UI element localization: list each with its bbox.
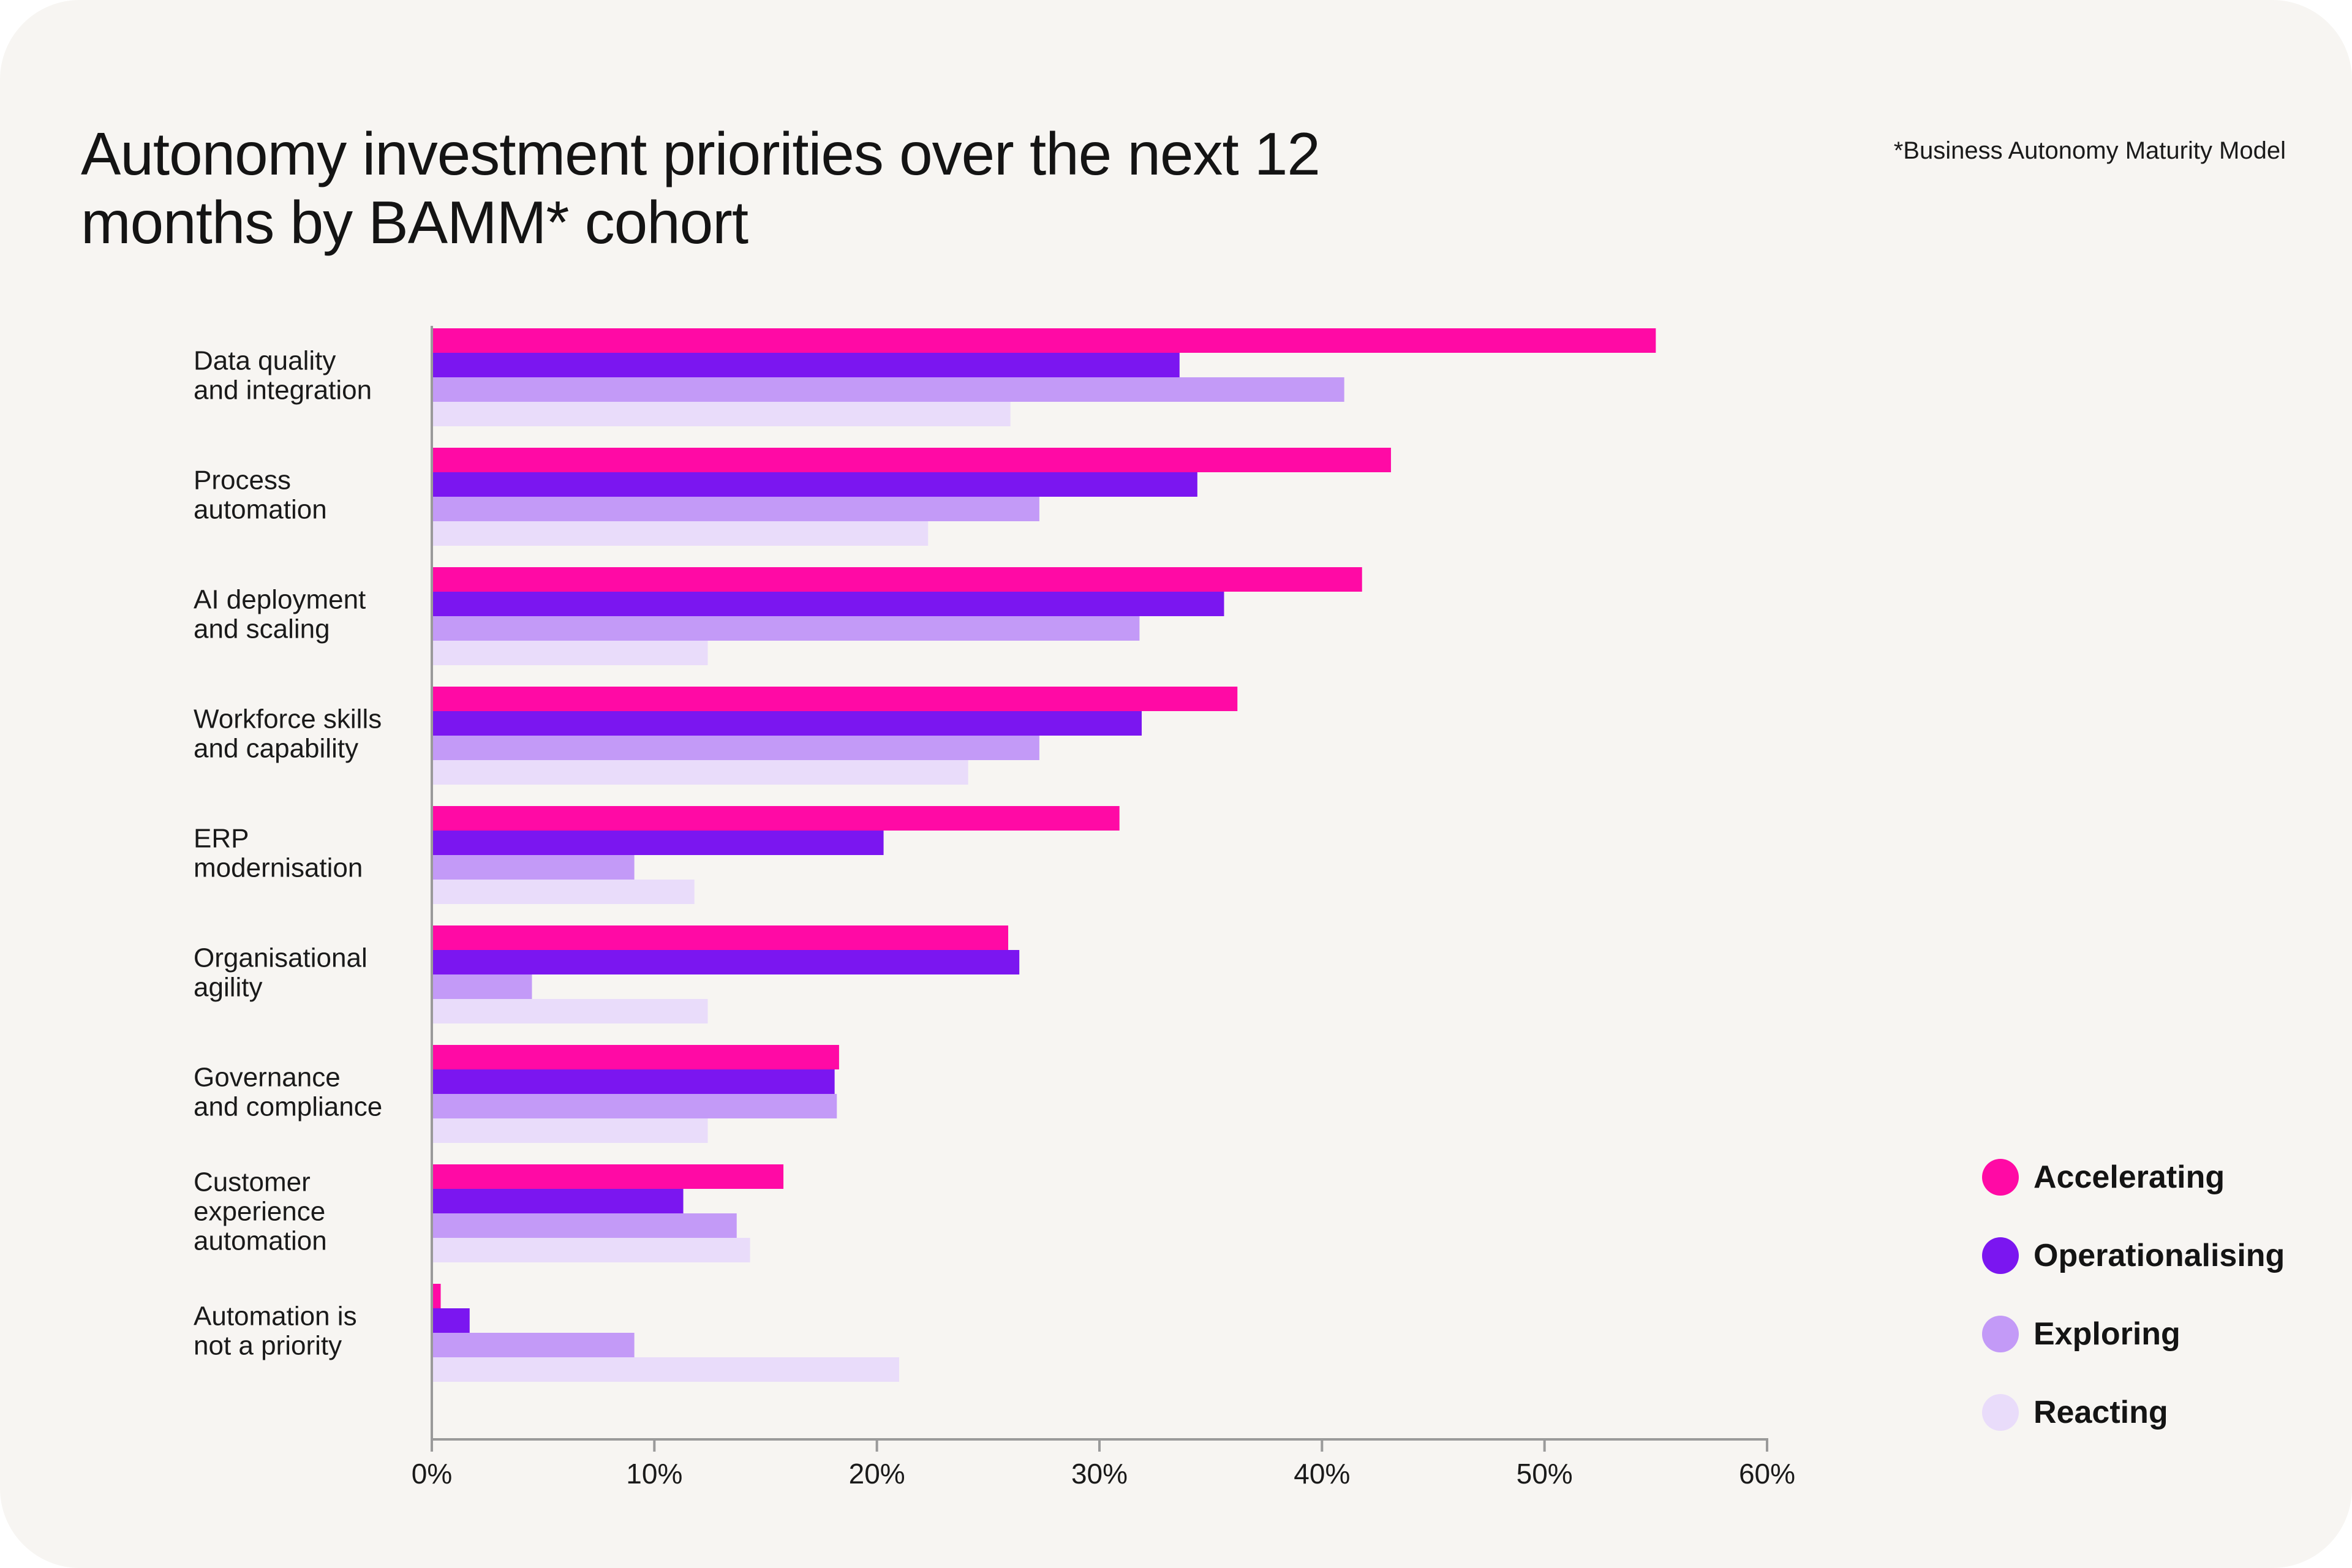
legend: Accelerating Operationalising Exploring Rea… [1982,1158,2285,1471]
category-label: ERP modernisation [194,824,363,883]
category-label-line: AI deployment [194,585,366,615]
bar-accelerating-1 [432,448,1391,472]
category-label-line: Automation is [194,1302,357,1332]
bar-operationalising-7 [432,1189,684,1213]
bar-operationalising-4 [432,831,884,855]
bar-reacting-3 [432,760,968,785]
chart-title: Autonomy investment priorities over the … [81,120,1321,256]
legend-label: Accelerating [2034,1159,2225,1195]
x-tick-label: 10% [626,1458,682,1490]
legend-swatch-icon [1982,1316,2019,1352]
legend-label: Reacting [2034,1395,2168,1430]
bar-accelerating-8 [432,1284,441,1308]
bar-accelerating-6 [432,1045,839,1069]
category-label-line: agility [194,973,263,1003]
category-label: Organisational agility [194,943,368,1003]
category-label: Data quality and integration [194,346,372,405]
bar-exploring-7 [432,1213,737,1238]
bar-reacting-2 [432,641,708,665]
category-label-line: and compliance [194,1092,382,1122]
footnote: *Business Autonomy Maturity Model [1893,137,2286,164]
category-label-line: Process [194,466,291,496]
bar-operationalising-5 [432,950,1020,974]
bar-accelerating-0 [432,328,1656,353]
category-label-line: Data quality [194,346,336,376]
bar-accelerating-4 [432,806,1120,831]
bar-accelerating-7 [432,1164,784,1189]
category-label: Customer experience automation [194,1167,327,1256]
bar-exploring-6 [432,1094,837,1118]
bar-exploring-1 [432,497,1039,521]
legend-item-operationalising: Operationalising [1982,1236,2285,1275]
category-label-line: Workforce skills [194,704,382,734]
x-tick-label: 40% [1294,1458,1350,1490]
category-label: AI deployment and scaling [194,585,366,644]
bar-exploring-8 [432,1333,635,1357]
bar-reacting-1 [432,521,929,546]
axes-group: 0% 10% 20% 30% 40% 50% 60% [412,326,1795,1490]
category-label-line: not a priority [194,1331,342,1361]
x-tick-label: 0% [412,1458,452,1490]
bar-exploring-5 [432,974,532,999]
bar-operationalising-0 [432,353,1180,377]
category-label-line: ERP [194,824,249,854]
category-label-line: modernisation [194,853,363,883]
category-label: Automation is not a priority [194,1302,357,1361]
category-label-line: experience [194,1197,325,1227]
legend-item-reacting: Reacting [1982,1393,2285,1432]
category-label-line: Customer [194,1167,311,1197]
bar-operationalising-1 [432,472,1197,497]
legend-label: Exploring [2034,1316,2180,1352]
legend-swatch-icon [1982,1159,2019,1196]
category-label-line: and integration [194,375,372,405]
bar-reacting-6 [432,1118,708,1143]
bar-reacting-5 [432,999,708,1023]
legend-item-exploring: Exploring [1982,1314,2285,1354]
bar-exploring-3 [432,736,1039,760]
legend-label: Operationalising [2034,1238,2285,1273]
bar-operationalising-3 [432,711,1142,736]
bar-exploring-2 [432,616,1140,641]
category-label-line: automation [194,495,327,525]
bar-exploring-4 [432,855,635,880]
bar-operationalising-8 [432,1308,470,1333]
category-label-line: Organisational [194,943,368,973]
bar-operationalising-6 [432,1069,835,1094]
legend-item-accelerating: Accelerating [1982,1158,2285,1197]
bar-exploring-0 [432,377,1344,402]
category-label: Process automation [194,466,327,525]
bar-reacting-7 [432,1238,750,1262]
x-tick-label: 60% [1739,1458,1795,1490]
x-tick-label: 30% [1071,1458,1128,1490]
category-label-line: and scaling [194,614,330,644]
category-label: Workforce skills and capability [194,704,382,764]
bar-operationalising-2 [432,592,1224,616]
bar-reacting-4 [432,880,695,904]
bar-reacting-8 [432,1357,899,1382]
x-tick-label: 50% [1517,1458,1573,1490]
bar-reacting-0 [432,402,1011,426]
bar-accelerating-5 [432,925,1009,950]
bar-accelerating-2 [432,567,1362,592]
legend-swatch-icon [1982,1237,2019,1274]
bars-group [432,328,1656,1382]
category-label-line: automation [194,1226,327,1256]
x-tick-label: 20% [849,1458,905,1490]
category-label-line: Governance [194,1063,341,1093]
bar-accelerating-3 [432,687,1238,711]
category-label-line: and capability [194,734,358,764]
legend-swatch-icon [1982,1394,2019,1431]
category-label: Governance and compliance [194,1063,382,1122]
